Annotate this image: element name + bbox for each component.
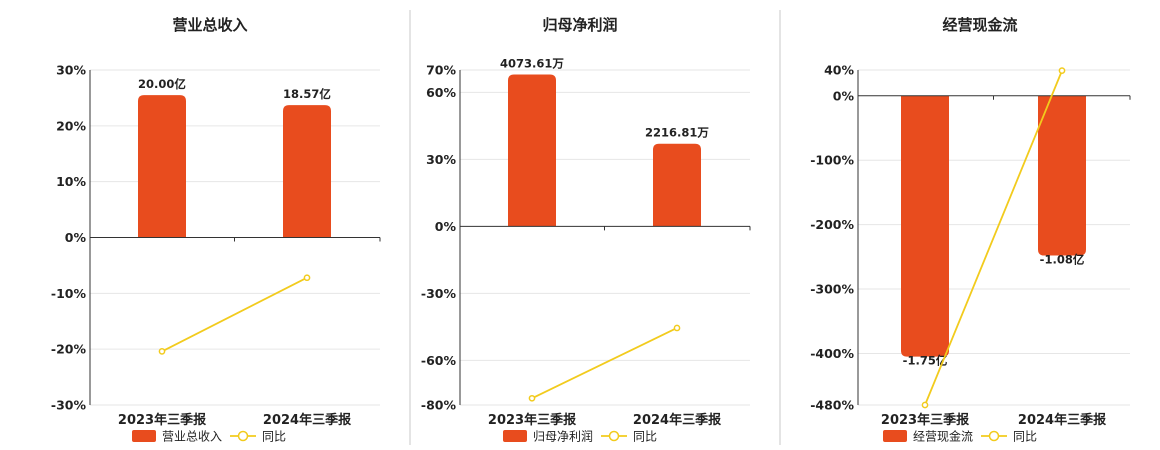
bar-data-label: 20.00亿 xyxy=(138,77,186,91)
y-tick-label: -200% xyxy=(810,217,854,232)
x-tick-label: 2024年三季报 xyxy=(633,412,722,428)
series-line xyxy=(924,70,1063,406)
legend-swatch-marker xyxy=(988,430,1000,442)
series-point xyxy=(158,348,166,355)
y-tick-label: 40% xyxy=(824,63,854,78)
series-line xyxy=(161,276,308,353)
chart-title: 经营现金流 xyxy=(942,16,1017,34)
legend-swatch-marker xyxy=(237,430,249,442)
legend-swatch-bar xyxy=(503,430,527,442)
x-tick-label: 2023年三季报 xyxy=(488,412,577,428)
chart-title: 营业总收入 xyxy=(172,16,247,34)
y-tick-label: 10% xyxy=(56,174,86,189)
y-tick-label: -100% xyxy=(810,153,854,168)
legend-label: 同比 xyxy=(633,430,657,444)
y-tick-label: 20% xyxy=(56,118,86,133)
bar-data-label: -1.75亿 xyxy=(903,354,948,368)
bar xyxy=(653,143,701,227)
legend-swatch-bar xyxy=(883,430,907,442)
chart-panel-1: 营业总收入 30% 20% 10% 0% -10% -20% -30% 20.00亿 18.57亿… xyxy=(51,16,381,444)
series-point xyxy=(528,394,536,402)
y-tick-label: 30% xyxy=(426,152,456,167)
y-tick-label: -10% xyxy=(51,286,87,301)
y-tick-label: -480% xyxy=(810,398,854,413)
chart-title: 归母净利润 xyxy=(542,16,617,34)
y-tick-label: -60% xyxy=(421,353,457,368)
x-tick-label: 2023年三季报 xyxy=(118,412,207,428)
bar-data-label: -1.08亿 xyxy=(1040,253,1085,267)
series-point xyxy=(921,401,929,409)
y-tick-label: -80% xyxy=(421,398,457,413)
y-tick-label: 0% xyxy=(65,230,87,245)
chart-panel-3: 经营现金流 40% 0% -100% -200% -300% -400% -480% -1.75… xyxy=(810,16,1131,444)
chart-panel-2: 归母净利润 70% 60% 30% 0% -30% -60% -80% 4073.61万 2216… xyxy=(421,16,751,444)
y-tick-label: 30% xyxy=(56,63,86,78)
legend-label: 经营现金流 xyxy=(913,429,973,444)
y-tick-label: 70% xyxy=(426,63,456,78)
bar xyxy=(508,74,556,227)
x-tick-label: 2024年三季报 xyxy=(1018,412,1107,428)
bar xyxy=(1038,95,1086,256)
y-tick-label: 0% xyxy=(435,219,457,234)
series-point xyxy=(1058,67,1066,74)
bar-data-label: 4073.61万 xyxy=(500,56,564,70)
bar-data-label: 18.57亿 xyxy=(283,87,331,101)
series-line xyxy=(531,327,678,400)
bar xyxy=(138,95,186,238)
bar-data-label: 2216.81万 xyxy=(645,126,709,140)
legend-label: 归母净利润 xyxy=(533,430,593,444)
y-tick-label: -20% xyxy=(51,342,87,357)
x-tick-label: 2024年三季报 xyxy=(263,412,352,428)
y-tick-label: -30% xyxy=(421,286,457,301)
legend-label: 同比 xyxy=(262,430,286,444)
legend-swatch-marker xyxy=(608,430,620,442)
bar xyxy=(283,105,331,238)
y-tick-label: 60% xyxy=(426,85,456,100)
y-tick-label: 0% xyxy=(833,88,855,103)
y-tick-label: -30% xyxy=(51,398,87,413)
series-point xyxy=(303,274,311,282)
series-point xyxy=(673,324,681,332)
x-tick-label: 2023年三季报 xyxy=(881,412,970,428)
legend-label: 同比 xyxy=(1013,430,1037,444)
y-tick-label: -300% xyxy=(810,282,854,297)
legend-swatch-bar xyxy=(132,430,156,442)
y-tick-label: -400% xyxy=(810,346,854,361)
bar xyxy=(901,95,949,357)
legend-label: 营业总收入 xyxy=(162,430,222,444)
